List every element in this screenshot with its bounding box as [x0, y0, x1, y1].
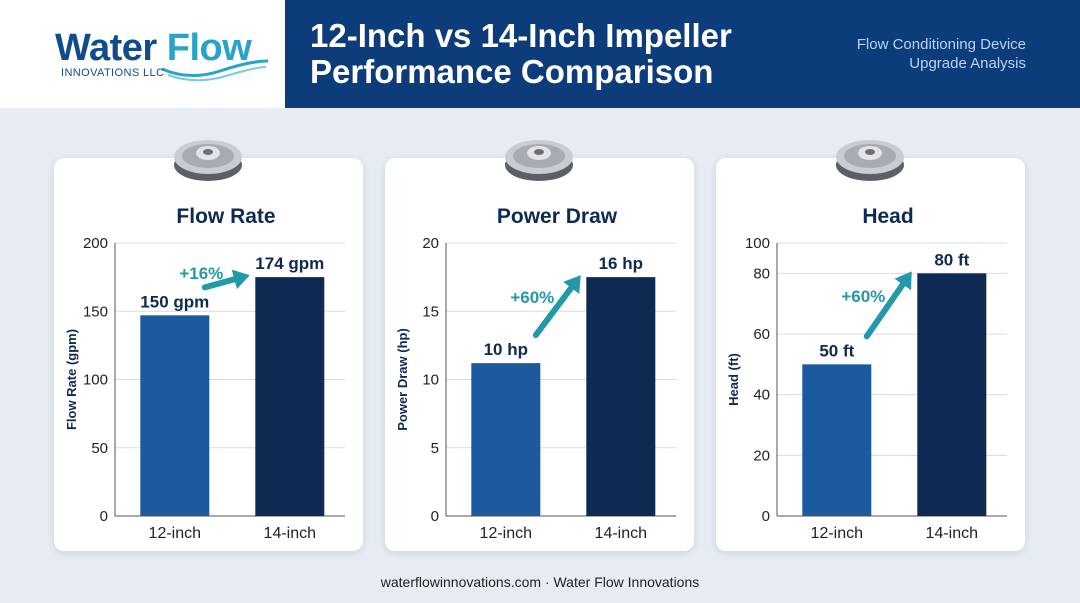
trend-arrow — [532, 284, 575, 339]
change-label: +16% — [179, 264, 223, 283]
y-tick-label: 5 — [431, 440, 439, 457]
bar-value-label: 50 ft — [819, 341, 854, 360]
logo-word-flow: Flow — [166, 27, 252, 69]
subtitle-line-2: Upgrade Analysis — [909, 55, 1026, 72]
page-subtitle: Flow Conditioning Device Upgrade Analysi… — [857, 35, 1026, 73]
logo: Water Flow INNOVATIONS LLC — [0, 0, 285, 108]
y-axis-label: Flow Rate (gpm) — [64, 329, 79, 430]
chart-card-head: Head 0 20 40 60 80 100 Head (ft) 50 ft 12-inch 80 … — [716, 158, 1025, 551]
logo-subtitle: INNOVATIONS LLC — [61, 67, 165, 79]
chart-card-power-draw: Power Draw 0 5 10 15 20 Power Draw (hp) 10 hp 12… — [385, 158, 694, 551]
subtitle-line-1: Flow Conditioning Device — [856, 36, 1026, 53]
bar-12-inch — [802, 364, 872, 516]
chart-title: Power Draw — [497, 205, 618, 228]
bar-12-inch — [471, 363, 541, 516]
y-tick-label: 0 — [762, 508, 770, 525]
trend-arrow-head — [231, 269, 250, 289]
change-label: +60% — [841, 287, 885, 306]
y-tick-label: 100 — [83, 372, 108, 389]
y-tick-label: 20 — [422, 235, 439, 252]
y-axis-label: Power Draw (hp) — [395, 328, 410, 431]
bar-value-label: 80 ft — [934, 250, 969, 269]
bar-14-inch — [255, 277, 325, 516]
y-tick-label: 60 — [753, 326, 770, 343]
x-tick-label: 14-inch — [926, 525, 978, 542]
logo-word-water: Water — [55, 27, 157, 69]
y-tick-label: 200 — [83, 235, 108, 252]
bar-value-label: 150 gpm — [140, 292, 209, 311]
chart-title: Head — [862, 205, 913, 228]
y-tick-label: 50 — [91, 440, 108, 457]
impeller-icon — [505, 140, 573, 181]
y-tick-label: 0 — [431, 508, 439, 525]
y-tick-label: 150 — [83, 303, 108, 320]
bar-14-inch — [586, 277, 656, 516]
y-axis-label: Head (ft) — [726, 353, 741, 406]
impeller-icon — [836, 140, 904, 181]
impeller-icon — [174, 140, 242, 181]
bar-12-inch — [140, 315, 210, 516]
y-tick-label: 10 — [422, 372, 439, 389]
trend-arrow-head — [894, 271, 912, 291]
title-banner — [285, 0, 1080, 108]
flow-rate-chart: Flow Rate 0 50 100 150 200 Flow Rate (gpm) 150 … — [64, 205, 345, 542]
chart-card-flow-rate: Flow Rate 0 50 100 150 200 Flow Rate (gpm) 150 … — [54, 158, 363, 551]
trend-arrow-head — [563, 275, 581, 294]
y-tick-label: 80 — [753, 265, 770, 282]
bar-14-inch — [917, 273, 987, 516]
x-tick-label: 12-inch — [149, 525, 201, 542]
trend-arrow — [201, 276, 238, 291]
y-tick-label: 20 — [753, 447, 770, 464]
chart-title: Flow Rate — [176, 205, 275, 228]
x-tick-label: 12-inch — [811, 525, 863, 542]
page-title: 12-Inch vs 14-Inch Impeller Performance … — [310, 18, 780, 90]
bar-value-label: 10 hp — [484, 340, 528, 359]
y-tick-label: 100 — [745, 235, 770, 252]
bar-value-label: 174 gpm — [255, 254, 324, 273]
title-line-1: 12-Inch vs 14-Inch Impeller — [310, 17, 732, 54]
bar-value-label: 16 hp — [599, 254, 643, 273]
y-tick-label: 15 — [422, 303, 439, 320]
footer: waterflowinnovations.com · Water Flow In… — [380, 574, 700, 590]
y-tick-label: 0 — [100, 508, 108, 525]
x-tick-label: 14-inch — [264, 525, 316, 542]
power-draw-chart: Power Draw 0 5 10 15 20 Power Draw (hp) 10 hp 12… — [395, 205, 676, 542]
head-chart: Head 0 20 40 60 80 100 Head (ft) 50 ft 12-inch 80 … — [726, 205, 1007, 542]
header: Water Flow INNOVATIONS LLC 12-Inch vs 14… — [0, 0, 1080, 108]
wave-icon — [161, 59, 269, 82]
y-tick-label: 40 — [753, 387, 770, 404]
x-tick-label: 14-inch — [595, 525, 647, 542]
title-line-2: Performance Comparison — [310, 53, 714, 90]
x-tick-label: 12-inch — [480, 525, 532, 542]
trend-arrow — [863, 281, 906, 340]
change-label: +60% — [510, 288, 554, 307]
logo-wordmark: Water Flow — [55, 27, 252, 69]
